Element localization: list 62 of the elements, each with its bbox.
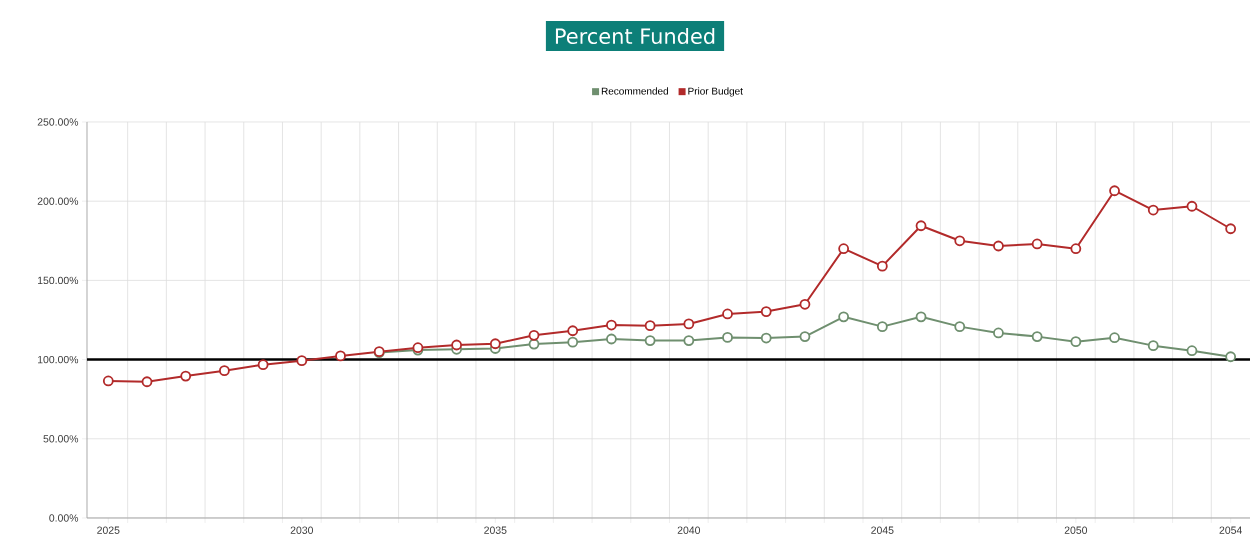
x-tick-label: 2035 [484, 526, 507, 534]
point [1225, 351, 1237, 363]
point [451, 339, 463, 351]
point [257, 359, 269, 371]
point [799, 331, 811, 343]
point [683, 318, 695, 330]
point [141, 376, 153, 388]
point [1225, 223, 1237, 235]
point [528, 329, 540, 341]
y-tick-label: 200.00% [37, 197, 79, 205]
point [567, 325, 579, 337]
point [915, 311, 927, 323]
x-tick-label: 2040 [677, 526, 701, 534]
point [335, 350, 346, 362]
point [180, 370, 192, 382]
point [1031, 331, 1043, 343]
point [915, 220, 927, 232]
point [954, 235, 966, 247]
point [606, 319, 617, 331]
point [993, 240, 1004, 252]
point [489, 338, 501, 350]
point [876, 260, 888, 272]
point [683, 335, 695, 346]
point [219, 365, 230, 377]
y-tick-label: 250.00% [37, 118, 79, 126]
point [1031, 238, 1043, 250]
legend-label: Prior Budget [688, 87, 743, 97]
y-tick-label: 0.00% [49, 514, 79, 522]
point [644, 320, 656, 332]
y-tick-label: 150.00% [38, 276, 79, 285]
point [102, 375, 114, 387]
point [606, 333, 617, 345]
chart-title: Percent Funded [555, 27, 715, 45]
point [644, 335, 656, 346]
point [838, 243, 850, 255]
point [1147, 204, 1159, 216]
x-tick-label: 2050 [1064, 526, 1088, 534]
point [799, 298, 811, 310]
point [838, 311, 850, 323]
point [296, 355, 308, 367]
x-tick-label: 2054 [1219, 526, 1242, 534]
point [722, 332, 733, 343]
point [1070, 336, 1082, 348]
point [760, 332, 772, 344]
point [954, 321, 966, 333]
y-tick-label: 50.00% [43, 435, 79, 443]
x-tick-label: 2025 [97, 526, 120, 534]
point [567, 336, 579, 348]
point [993, 327, 1004, 339]
point [1109, 185, 1120, 197]
y-tick-label: 100.00% [38, 355, 79, 364]
point [722, 308, 733, 320]
point [876, 321, 888, 333]
point [1147, 340, 1159, 352]
x-tick-label: 2030 [290, 526, 314, 534]
x-tick-label: 2045 [871, 526, 894, 534]
point [1186, 345, 1198, 357]
point [760, 306, 772, 317]
legend-label: Recommended [601, 87, 668, 95]
point [1109, 332, 1120, 344]
point [1070, 243, 1082, 255]
point [1186, 200, 1198, 212]
